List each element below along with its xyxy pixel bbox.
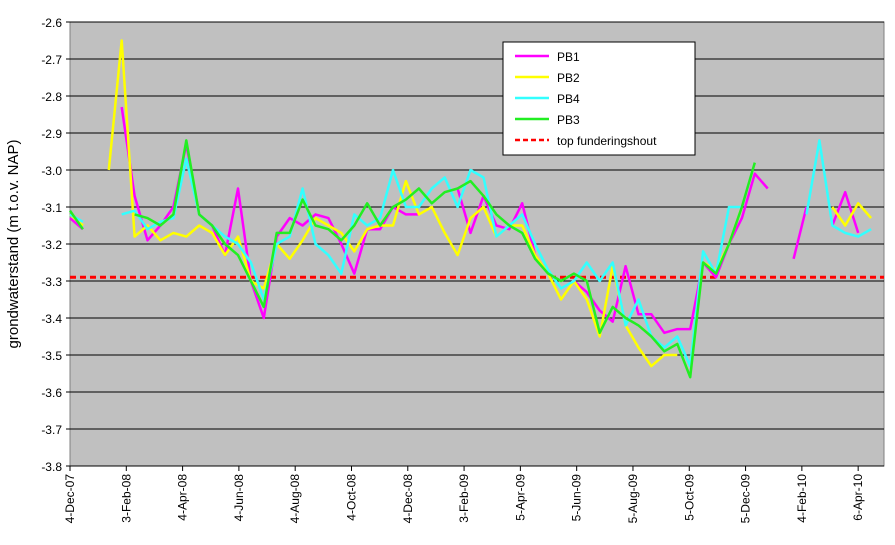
- series-line: [456, 188, 550, 275]
- x-tick-label: 5-Oct-09: [682, 474, 696, 521]
- legend-label: PB2: [557, 71, 580, 85]
- x-tick-label: 6-Apr-10: [851, 474, 865, 521]
- series-line: [107, 39, 678, 368]
- x-tick-label: 5-Aug-09: [626, 474, 640, 524]
- x-tick-label: 3-Feb-08: [119, 474, 133, 523]
- x-tick-label: 4-Apr-08: [176, 474, 190, 521]
- y-tick-label: -3.8: [41, 460, 62, 474]
- series-line: [121, 157, 742, 368]
- x-tick-label: 4-Aug-08: [288, 474, 302, 524]
- series-line: [134, 139, 757, 379]
- x-tick-label: 4-Feb-10: [795, 474, 809, 523]
- series-line: [831, 202, 873, 227]
- y-tick-label: -3.6: [41, 386, 62, 400]
- y-tick-label: -2.7: [41, 53, 62, 67]
- y-tick-label: -3.5: [41, 349, 62, 363]
- legend-label: top funderingshout: [557, 134, 657, 148]
- x-tick-label: 5-Dec-09: [739, 474, 753, 524]
- legend-label: PB1: [557, 50, 580, 64]
- series-line: [792, 206, 808, 260]
- y-tick-label: -2.9: [41, 127, 62, 141]
- x-tick-label: 5-Jun-09: [570, 474, 584, 522]
- x-tick-label: 4-Jun-08: [232, 474, 246, 522]
- x-tick-label: 3-Feb-09: [457, 474, 471, 523]
- x-tick-label: 4-Oct-08: [344, 474, 358, 521]
- y-tick-label: -3.4: [41, 312, 62, 326]
- x-tick-label: 5-Apr-09: [513, 474, 527, 521]
- series-line: [805, 139, 872, 238]
- x-tick-label: 4-Dec-07: [63, 474, 77, 524]
- series-line: [68, 209, 84, 230]
- y-axis-label: grondwaterstand (m t.o.v. NAP): [5, 140, 22, 349]
- y-tick-label: -3.7: [41, 423, 62, 437]
- y-tick-label: -3.1: [41, 201, 62, 215]
- y-tick-label: -3.0: [41, 164, 62, 178]
- y-tick-label: -2.8: [41, 90, 62, 104]
- y-tick-label: -2.6: [41, 16, 62, 30]
- series-line: [573, 172, 769, 335]
- y-tick-label: -3.2: [41, 238, 62, 252]
- legend-label: PB4: [557, 92, 580, 106]
- x-tick-label: 4-Dec-08: [401, 474, 415, 524]
- y-tick-label: -3.3: [41, 275, 62, 289]
- legend-label: PB3: [557, 113, 580, 127]
